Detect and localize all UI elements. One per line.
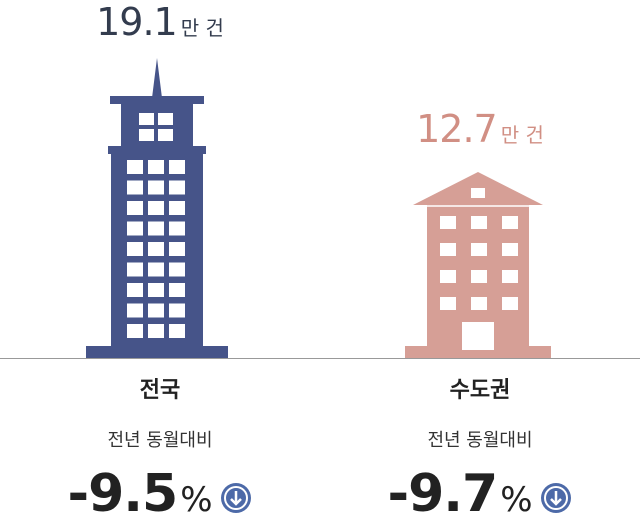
window — [148, 262, 164, 277]
window — [127, 201, 143, 215]
value-number: 12.7 — [416, 107, 498, 151]
window — [440, 297, 456, 310]
subtitle: 전년 동월대비 — [427, 430, 533, 451]
window — [169, 160, 185, 174]
window — [471, 243, 487, 256]
buildings — [0, 58, 640, 359]
window — [127, 180, 143, 195]
value: 12.7 만 건 — [320, 107, 640, 151]
window — [127, 242, 143, 256]
change-unit: % — [500, 480, 533, 520]
window — [148, 160, 164, 174]
window — [148, 180, 164, 195]
window — [127, 303, 143, 318]
window — [127, 324, 143, 338]
window — [169, 262, 185, 277]
windows — [127, 113, 185, 338]
value-unit: 만 건 — [500, 123, 544, 147]
window — [471, 297, 487, 310]
window — [169, 324, 185, 338]
window — [148, 201, 164, 215]
change-number: -9.7 — [387, 464, 498, 524]
window — [127, 160, 143, 174]
windows — [440, 188, 518, 350]
window — [502, 216, 518, 229]
value: 19.1 만 건 — [0, 0, 320, 44]
window — [148, 303, 164, 318]
window — [169, 303, 185, 318]
window — [440, 243, 456, 256]
window — [440, 270, 456, 283]
window — [127, 221, 143, 236]
window — [169, 221, 185, 236]
change-number: -9.5 — [67, 464, 178, 524]
change: -9.7% — [320, 464, 640, 524]
window — [169, 283, 185, 297]
window — [169, 201, 185, 215]
window — [169, 242, 185, 256]
window — [148, 242, 164, 256]
window — [148, 283, 164, 297]
window — [127, 283, 143, 297]
window — [148, 221, 164, 236]
window — [471, 270, 487, 283]
value-number: 19.1 — [96, 0, 178, 44]
window — [502, 270, 518, 283]
change-unit: % — [180, 480, 213, 520]
window — [502, 297, 518, 310]
window — [148, 324, 164, 338]
window — [502, 243, 518, 256]
change: -9.5% — [0, 464, 320, 524]
down-icon — [540, 483, 571, 513]
value-unit: 만 건 — [180, 16, 224, 40]
window — [471, 216, 487, 229]
window — [169, 180, 185, 195]
region-name: 수도권 — [449, 378, 511, 403]
region-name: 전국 — [139, 378, 181, 403]
down-icon — [220, 483, 251, 513]
window — [127, 262, 143, 277]
subtitle: 전년 동월대비 — [107, 430, 213, 451]
window — [440, 216, 456, 229]
